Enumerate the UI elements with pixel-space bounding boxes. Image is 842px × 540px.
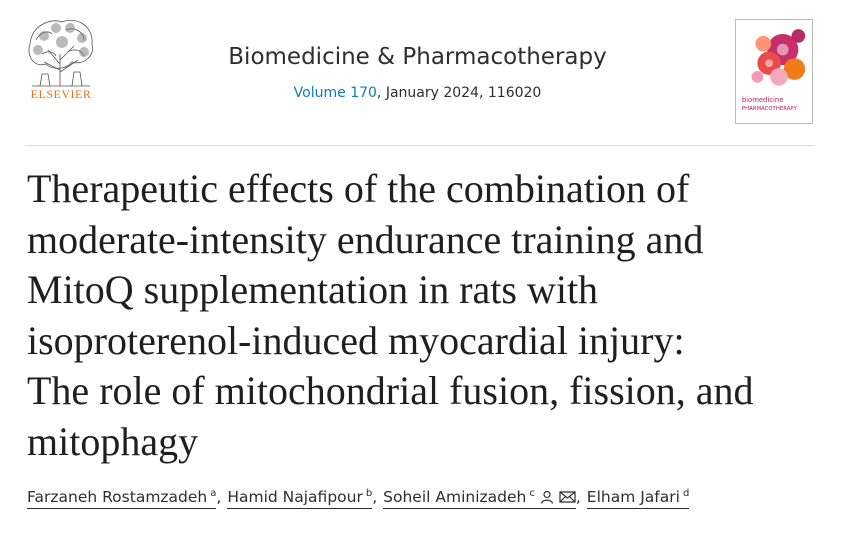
separator: , [372, 488, 378, 507]
cover-title: PHARMACOTHERAPY [742, 106, 798, 112]
author-link[interactable]: Hamid Najafipour b [227, 488, 373, 510]
title-line: MitoQ supplementation in rats with [27, 267, 599, 312]
author-name: Farzaneh Rostamzadeh [27, 488, 208, 507]
volume-link[interactable]: Volume 170 [293, 85, 377, 101]
title-line: mitophagy [27, 418, 199, 464]
separator: , [575, 488, 581, 507]
affiliation-marker: c [529, 488, 535, 499]
title-line: The role of mitochondrial fusion, fissio… [27, 368, 754, 413]
title-line: moderate-intensity endurance training an… [27, 216, 704, 262]
author-list: Farzaneh Rostamzadeh a, Hamid Najafipour b,… [27, 488, 690, 510]
person-icon[interactable] [540, 490, 554, 504]
journal-title[interactable]: Biomedicine & Pharmacotherapy [228, 44, 607, 70]
author-name: Hamid Najafipour [227, 488, 363, 507]
email-icon[interactable] [559, 490, 576, 504]
separator: , [216, 488, 222, 507]
publisher-name: ELSEVIER [31, 87, 92, 101]
affiliation-marker: b [365, 488, 373, 499]
author-name: Elham Jafari [586, 488, 680, 507]
affiliation-marker: d [682, 488, 690, 499]
elsevier-logo[interactable]: ELSEVIER [22, 14, 100, 104]
cover-title: biomedicine [742, 96, 784, 104]
article-title: Therapeutic effects of the combination o… [27, 164, 754, 467]
title-line: isoproterenol-induced myocardial injury: [27, 317, 685, 363]
affiliation-marker: a [210, 488, 217, 499]
author-name: Soheil Aminizadeh [383, 488, 527, 507]
author-link[interactable]: Elham Jafari d [586, 488, 690, 510]
author-link[interactable]: Soheil Aminizadeh c [383, 488, 576, 510]
divider [25, 145, 815, 146]
issue-info: , January 2024, 116020 [376, 85, 542, 101]
journal-cover[interactable]: biomedicine PHARMACOTHERAPY [735, 19, 813, 124]
author-link[interactable]: Farzaneh Rostamzadeh a [27, 488, 217, 510]
volume-line: Volume 170, January 2024, 116020 [130, 85, 705, 101]
title-line: Therapeutic effects of the combination o… [27, 166, 690, 211]
